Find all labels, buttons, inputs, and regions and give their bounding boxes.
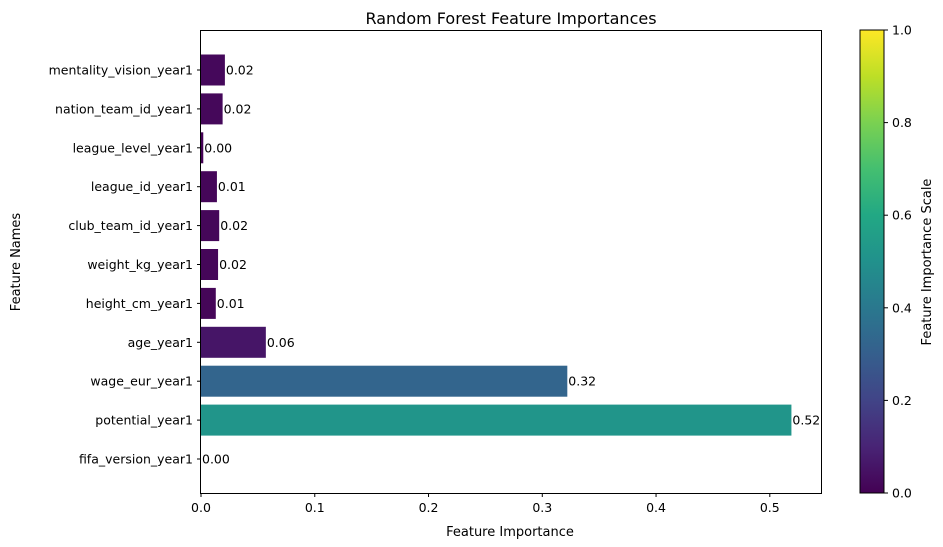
bar-age_year1 bbox=[201, 326, 266, 358]
y-tick-label: height_cm_year1 bbox=[86, 296, 193, 311]
y-tick-label: fifa_version_year1 bbox=[79, 452, 193, 467]
bar-wage_eur_year1 bbox=[201, 365, 568, 397]
data-label: 0.00 bbox=[204, 140, 232, 155]
x-tick-label: 0.1 bbox=[305, 500, 325, 515]
colorbar-gradient bbox=[859, 29, 885, 494]
bar-height_cm_year1 bbox=[201, 287, 216, 319]
bar-mentality_vision_year1 bbox=[201, 54, 225, 86]
colorbar-tick-label: 0.8 bbox=[892, 115, 912, 130]
data-label: 0.06 bbox=[267, 335, 295, 350]
data-label: 0.02 bbox=[226, 63, 254, 78]
y-tick-label: potential_year1 bbox=[95, 413, 193, 428]
bar-weight_kg_year1 bbox=[201, 249, 219, 280]
data-labels: 0.00 0.52 0.32 0.06 0.01 0.02 0.02 0.01 0.00 0.02… bbox=[202, 63, 820, 467]
colorbar-tick-label: 0.4 bbox=[892, 300, 912, 315]
plot-frame bbox=[200, 30, 822, 494]
x-tick-label: 0.5 bbox=[760, 500, 780, 515]
data-label: 0.01 bbox=[217, 296, 245, 311]
data-label: 0.02 bbox=[220, 218, 248, 233]
bar-nation_team_id_year1 bbox=[201, 93, 223, 125]
x-tick-label: 0.4 bbox=[646, 500, 666, 515]
x-tick-label: 0.3 bbox=[532, 500, 552, 515]
data-label: 0.01 bbox=[218, 179, 246, 194]
data-label: 0.52 bbox=[792, 413, 820, 428]
x-tick-label: 0.2 bbox=[419, 500, 439, 515]
y-tick-labels: fifa_version_year1 potential_year1 wage_eu… bbox=[49, 63, 201, 467]
x-ticks: 0.0 0.1 0.2 0.3 0.4 0.5 bbox=[191, 493, 780, 515]
data-label: 0.02 bbox=[224, 101, 252, 116]
bar-league_level_year1 bbox=[201, 132, 204, 164]
colorbar-tick-label: 0.2 bbox=[892, 393, 912, 408]
data-label: 0.32 bbox=[568, 374, 596, 389]
colorbar-label: Feature Importance Scale bbox=[920, 179, 935, 346]
data-label: 0.00 bbox=[202, 452, 230, 467]
x-axis-label: Feature Importance bbox=[446, 525, 574, 540]
y-tick-label: league_id_year1 bbox=[91, 179, 193, 194]
colorbar: 0.0 0.2 0.4 0.6 0.8 1.0 Feature Importance Sc… bbox=[859, 23, 935, 501]
colorbar-ticks: 0.0 0.2 0.4 0.6 0.8 1.0 bbox=[884, 23, 912, 501]
colorbar-tick-label: 1.0 bbox=[892, 23, 912, 38]
y-tick-label: weight_kg_year1 bbox=[87, 257, 193, 272]
y-tick-label: league_level_year1 bbox=[73, 140, 193, 155]
y-axis-label: Feature Names bbox=[9, 213, 24, 312]
bars-layer bbox=[201, 54, 792, 436]
data-label: 0.02 bbox=[219, 257, 247, 272]
bar-potential_year1 bbox=[201, 404, 792, 436]
x-tick-label: 0.0 bbox=[191, 500, 211, 515]
y-tick-label: club_team_id_year1 bbox=[68, 218, 193, 233]
y-tick-label: wage_eur_year1 bbox=[90, 374, 193, 389]
y-tick-label: mentality_vision_year1 bbox=[49, 63, 193, 78]
bar-club_team_id_year1 bbox=[201, 210, 220, 242]
y-tick-label: nation_team_id_year1 bbox=[55, 101, 193, 116]
y-tick-label: age_year1 bbox=[128, 335, 193, 350]
chart-title: Random Forest Feature Importances bbox=[365, 9, 656, 28]
bar-league_id_year1 bbox=[201, 171, 217, 203]
colorbar-tick-label: 0.0 bbox=[892, 486, 912, 501]
colorbar-tick-label: 0.6 bbox=[892, 208, 912, 223]
